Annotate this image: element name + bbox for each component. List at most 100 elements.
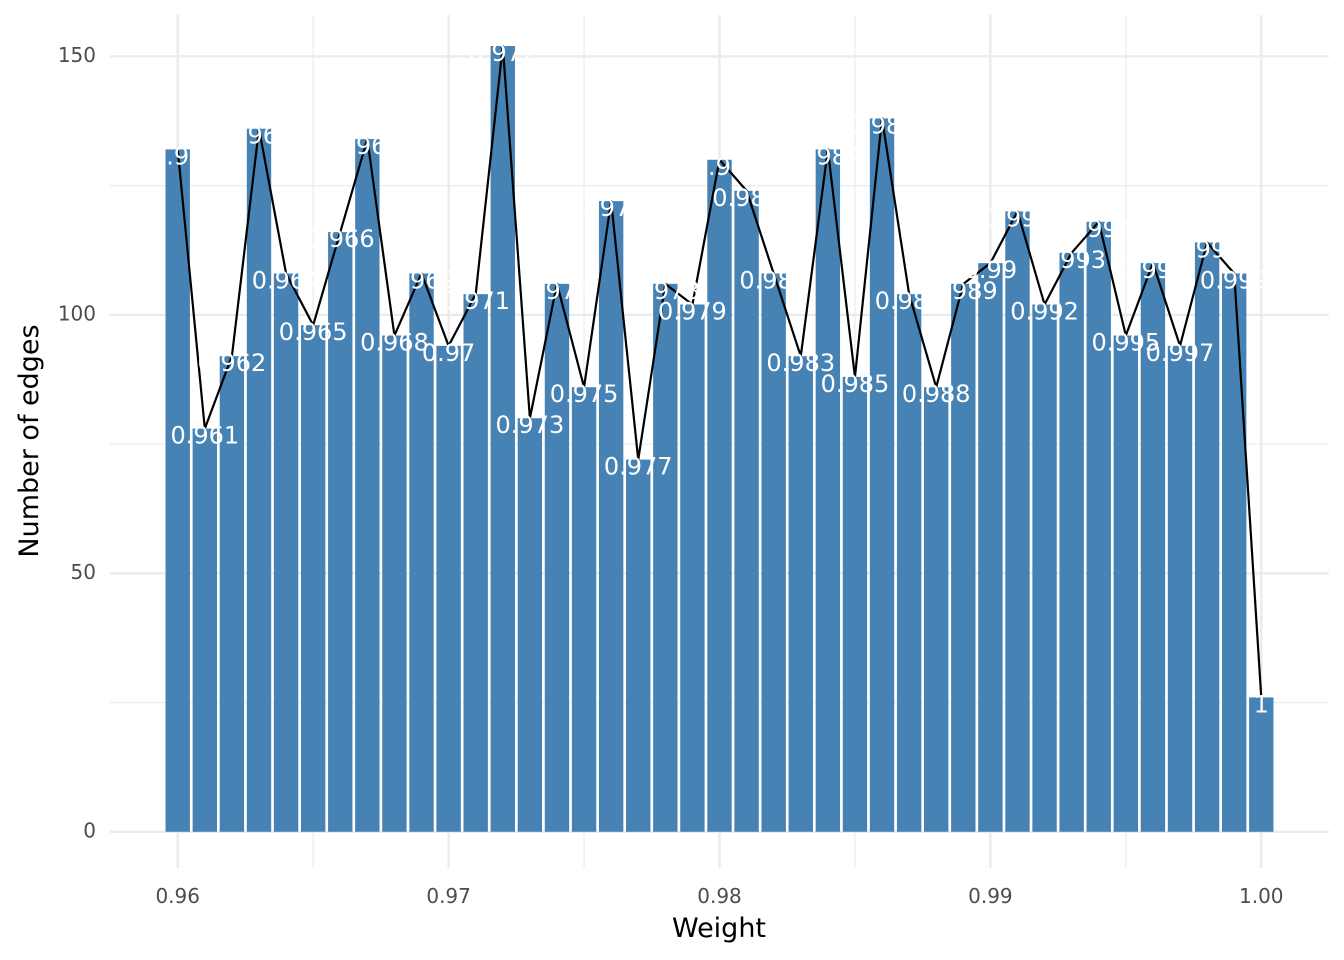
bar-label: 0.977 [604,453,673,481]
bar-label: 0.968 [360,329,429,357]
bar-label: 0.963 [225,122,294,150]
bar [1113,335,1139,832]
bar-label: 0.982 [739,266,808,294]
x-axis-ticks: 0.96 0.97 0.98 0.99 1.00 [155,884,1283,908]
x-tick-label: 0.97 [426,884,471,908]
bar [653,283,678,832]
bar [517,418,543,832]
bar [219,356,245,832]
bar-label: 0.991 [983,204,1052,232]
bar [409,273,434,832]
bar-label: 0.996 [1119,256,1188,284]
bar-label: 0.976 [577,194,646,222]
bar [815,149,841,832]
x-tick-label: 1.00 [1239,884,1284,908]
bar-label: 0.988 [902,380,971,408]
bar-label: 0.997 [1146,339,1215,367]
bar [1194,242,1220,832]
bar [1059,252,1084,832]
bar [355,139,380,832]
bar-label: 0.995 [1091,329,1160,357]
bar-label: 0.962 [198,349,267,377]
bar [734,190,759,832]
bar-label: 0.969 [387,266,456,294]
bar [1221,273,1247,832]
bar [273,273,299,832]
x-tick-label: 0.98 [697,884,742,908]
bar-label: 0.964 [252,266,321,294]
x-tick-label: 0.96 [155,884,200,908]
y-tick-label: 100 [58,301,96,325]
bar-label: 0.971 [441,287,510,315]
bar [1032,304,1057,832]
bar-label: 0.989 [929,277,998,305]
bar [328,232,353,832]
y-axis-ticks: 0 50 100 150 [58,43,96,842]
bar [571,387,597,832]
bar-label: 0.96 [151,142,204,170]
bar-label: 0.992 [1010,298,1079,326]
x-tick-label: 0.99 [968,884,1013,908]
y-tick-label: 150 [58,43,96,67]
bar [246,128,272,832]
y-tick-label: 50 [71,560,96,584]
bar-label: 0.974 [523,277,592,305]
bar [300,325,326,832]
bar [544,283,570,832]
bar-label: 0.978 [631,277,700,305]
bar [1086,221,1111,832]
bar [896,294,922,832]
y-axis-title: Number of edges [14,324,45,557]
bars [165,46,1274,832]
bar-label: 0.98 [693,153,746,181]
x-axis-title: Weight [672,913,766,944]
bar [463,294,488,832]
bar [165,149,190,832]
bar [842,376,868,832]
bar [978,263,1003,832]
bar-label: 0.998 [1173,235,1242,263]
bar [382,335,407,832]
bar [436,345,461,832]
bar-labels: 0.96 0.961 0.962 0.963 0.964 0.965 0.966 0.967 0… [151,39,1269,718]
bar-label: 0.981 [712,184,781,212]
bar-label: 0.979 [658,298,727,326]
trend-line [176,44,1263,698]
bar-label: 0.999 [1200,266,1269,294]
bar [1167,345,1193,832]
bar [680,304,705,832]
bar [1005,211,1030,832]
bar-label: 0.966 [306,225,375,253]
bar-label: 0.972 [468,39,537,67]
bar-label: 0.975 [550,380,619,408]
bar-label: 0.97 [422,339,475,367]
bar [761,273,786,832]
trend-line-group [176,44,1263,698]
bar-label: 0.967 [333,132,402,160]
bar [1140,263,1166,832]
bar-label: 0.973 [496,411,565,439]
bar-label: 0.965 [279,318,348,346]
bar [951,283,976,832]
bar [598,201,624,832]
bar [1249,697,1274,832]
bar [192,428,218,832]
bar-label: 0.983 [766,349,835,377]
bar-label: 0.994 [1064,215,1133,243]
bar [924,387,949,832]
bar [707,159,732,832]
bar [626,459,651,832]
bar-label: 0.987 [875,287,944,315]
bar-label: 0.99 [964,256,1017,284]
bar [490,46,515,832]
bar [788,356,813,832]
bar-label: 0.984 [793,142,862,170]
bar [869,118,895,832]
bar-label: 0.993 [1037,246,1106,274]
bar-label: 0.986 [848,111,917,139]
y-tick-label: 0 [83,818,96,842]
bar-label: 0.961 [170,422,239,450]
bar-label: 1 [1254,690,1269,718]
bar-label: 0.985 [821,370,890,398]
